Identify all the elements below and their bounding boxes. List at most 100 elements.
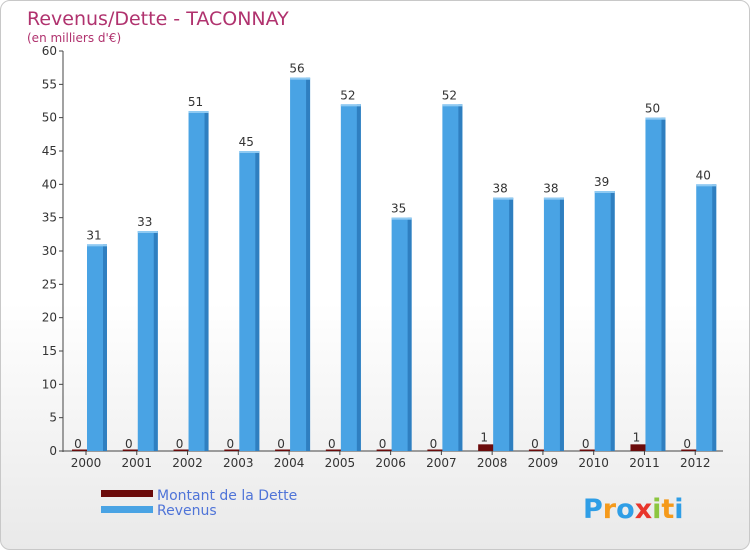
bar-revenus-group	[188, 111, 209, 451]
bar-revenus-group	[391, 217, 412, 451]
bar-revenus-shade	[610, 191, 615, 451]
bar-revenus-group	[543, 197, 564, 451]
chart-subtitle: (en milliers d'€)	[27, 31, 121, 45]
bar-revenus-group	[87, 244, 107, 451]
bar-revenus	[543, 197, 564, 451]
legend-label-revenus: Revenus	[157, 503, 217, 519]
brand-letter: i	[674, 494, 683, 525]
bar-revenus	[391, 217, 412, 451]
x-tick-label: 2005	[325, 456, 356, 470]
bar-revenus-group	[137, 231, 158, 451]
legend-swatch-dette	[101, 490, 153, 497]
x-tick-label: 2000	[71, 456, 102, 470]
bar-revenus-group	[645, 117, 666, 452]
bar-revenus	[137, 231, 158, 451]
value-label-revenus: 52	[340, 88, 355, 102]
value-label-revenus: 39	[594, 175, 609, 189]
value-label-dette: 0	[277, 437, 285, 451]
bar-revenus-shade	[103, 244, 107, 451]
x-tick-label: 2010	[578, 456, 609, 470]
value-label-revenus: 52	[442, 88, 457, 102]
bar-revenus	[493, 197, 514, 451]
y-tick-label: 25	[42, 277, 57, 291]
bar-revenus-shade	[204, 111, 209, 451]
y-tick-label: 10	[42, 377, 57, 391]
brand-letter: P	[583, 494, 603, 525]
bar-dette	[72, 449, 92, 451]
bar-revenus	[442, 104, 463, 451]
y-tick-label: 20	[42, 311, 57, 325]
value-label-dette: 0	[74, 437, 82, 451]
x-tick-label: 2004	[274, 456, 305, 470]
bar-dette	[630, 444, 651, 451]
bar-dette	[122, 449, 143, 451]
proxiti-logo: Proxiti	[583, 494, 684, 525]
value-label-revenus: 31	[86, 228, 101, 242]
bar-revenus-top	[188, 111, 209, 113]
bar-revenus-top	[696, 184, 717, 187]
bar-revenus	[290, 77, 311, 452]
bar-revenus-shade	[153, 231, 158, 451]
bar-dette	[173, 449, 194, 451]
bar-revenus-top	[442, 104, 463, 107]
bar-revenus-shade	[356, 104, 361, 451]
legend-label-dette: Montant de la Dette	[157, 488, 297, 504]
bar-dette	[427, 449, 448, 451]
bar-revenus-top	[340, 104, 361, 107]
x-tick-label: 2002	[172, 456, 203, 470]
bar-revenus-shade	[255, 151, 260, 451]
brand-letter: o	[616, 494, 635, 525]
bar-dette	[376, 449, 397, 451]
bar-revenus-group	[239, 151, 260, 451]
value-label-revenus: 45	[239, 135, 254, 149]
value-label-dette: 0	[226, 437, 234, 451]
bar-revenus-top	[391, 217, 412, 220]
bar-revenus-group	[340, 104, 361, 451]
x-tick-label: 2006	[375, 456, 406, 470]
y-tick-label: 60	[42, 44, 57, 58]
bar-revenus-top	[493, 197, 514, 200]
x-tick-label: 2007	[426, 456, 457, 470]
bar-revenus	[594, 191, 615, 451]
brand-letter: t	[661, 494, 674, 525]
bar-revenus-group	[442, 104, 463, 451]
x-tick-label: 2001	[121, 456, 152, 470]
y-tick-label: 35	[42, 211, 57, 225]
value-label-revenus: 33	[137, 215, 152, 229]
value-label-dette: 0	[379, 437, 387, 451]
brand-letter: i	[652, 494, 661, 525]
value-label-dette: 0	[125, 437, 133, 451]
bar-revenus-top	[290, 77, 311, 80]
bar-revenus-group	[290, 77, 311, 452]
chart-title: Revenus/Dette - TACONNAY	[27, 8, 289, 30]
bar-revenus	[188, 111, 209, 451]
y-tick-label: 45	[42, 144, 57, 158]
value-label-dette: 0	[430, 437, 438, 451]
bar-dette	[681, 449, 702, 451]
x-tick-label: 2003	[223, 456, 254, 470]
value-label-dette: 0	[582, 437, 590, 451]
value-label-dette: 0	[176, 437, 184, 451]
bar-dette	[224, 449, 245, 451]
bar-revenus-top	[137, 231, 158, 233]
bar-revenus	[340, 104, 361, 451]
bars-layer	[72, 77, 717, 452]
x-tick-label: 2008	[477, 456, 508, 470]
bar-dette	[325, 449, 346, 451]
bar-revenus	[87, 244, 107, 451]
bar-revenus	[645, 117, 666, 452]
value-label-revenus: 40	[696, 168, 711, 182]
y-tick-label: 0	[49, 444, 57, 458]
bar-revenus-top	[594, 191, 615, 193]
bar-revenus-group	[493, 197, 514, 451]
value-label-revenus: 35	[391, 202, 406, 216]
value-label-dette: 0	[328, 437, 336, 451]
bar-revenus-top	[543, 197, 564, 200]
bar-dette	[275, 449, 296, 451]
value-label-revenus: 38	[493, 182, 508, 196]
brand-letter: r	[603, 494, 617, 525]
bar-revenus	[239, 151, 260, 451]
value-label-dette: 0	[531, 437, 539, 451]
